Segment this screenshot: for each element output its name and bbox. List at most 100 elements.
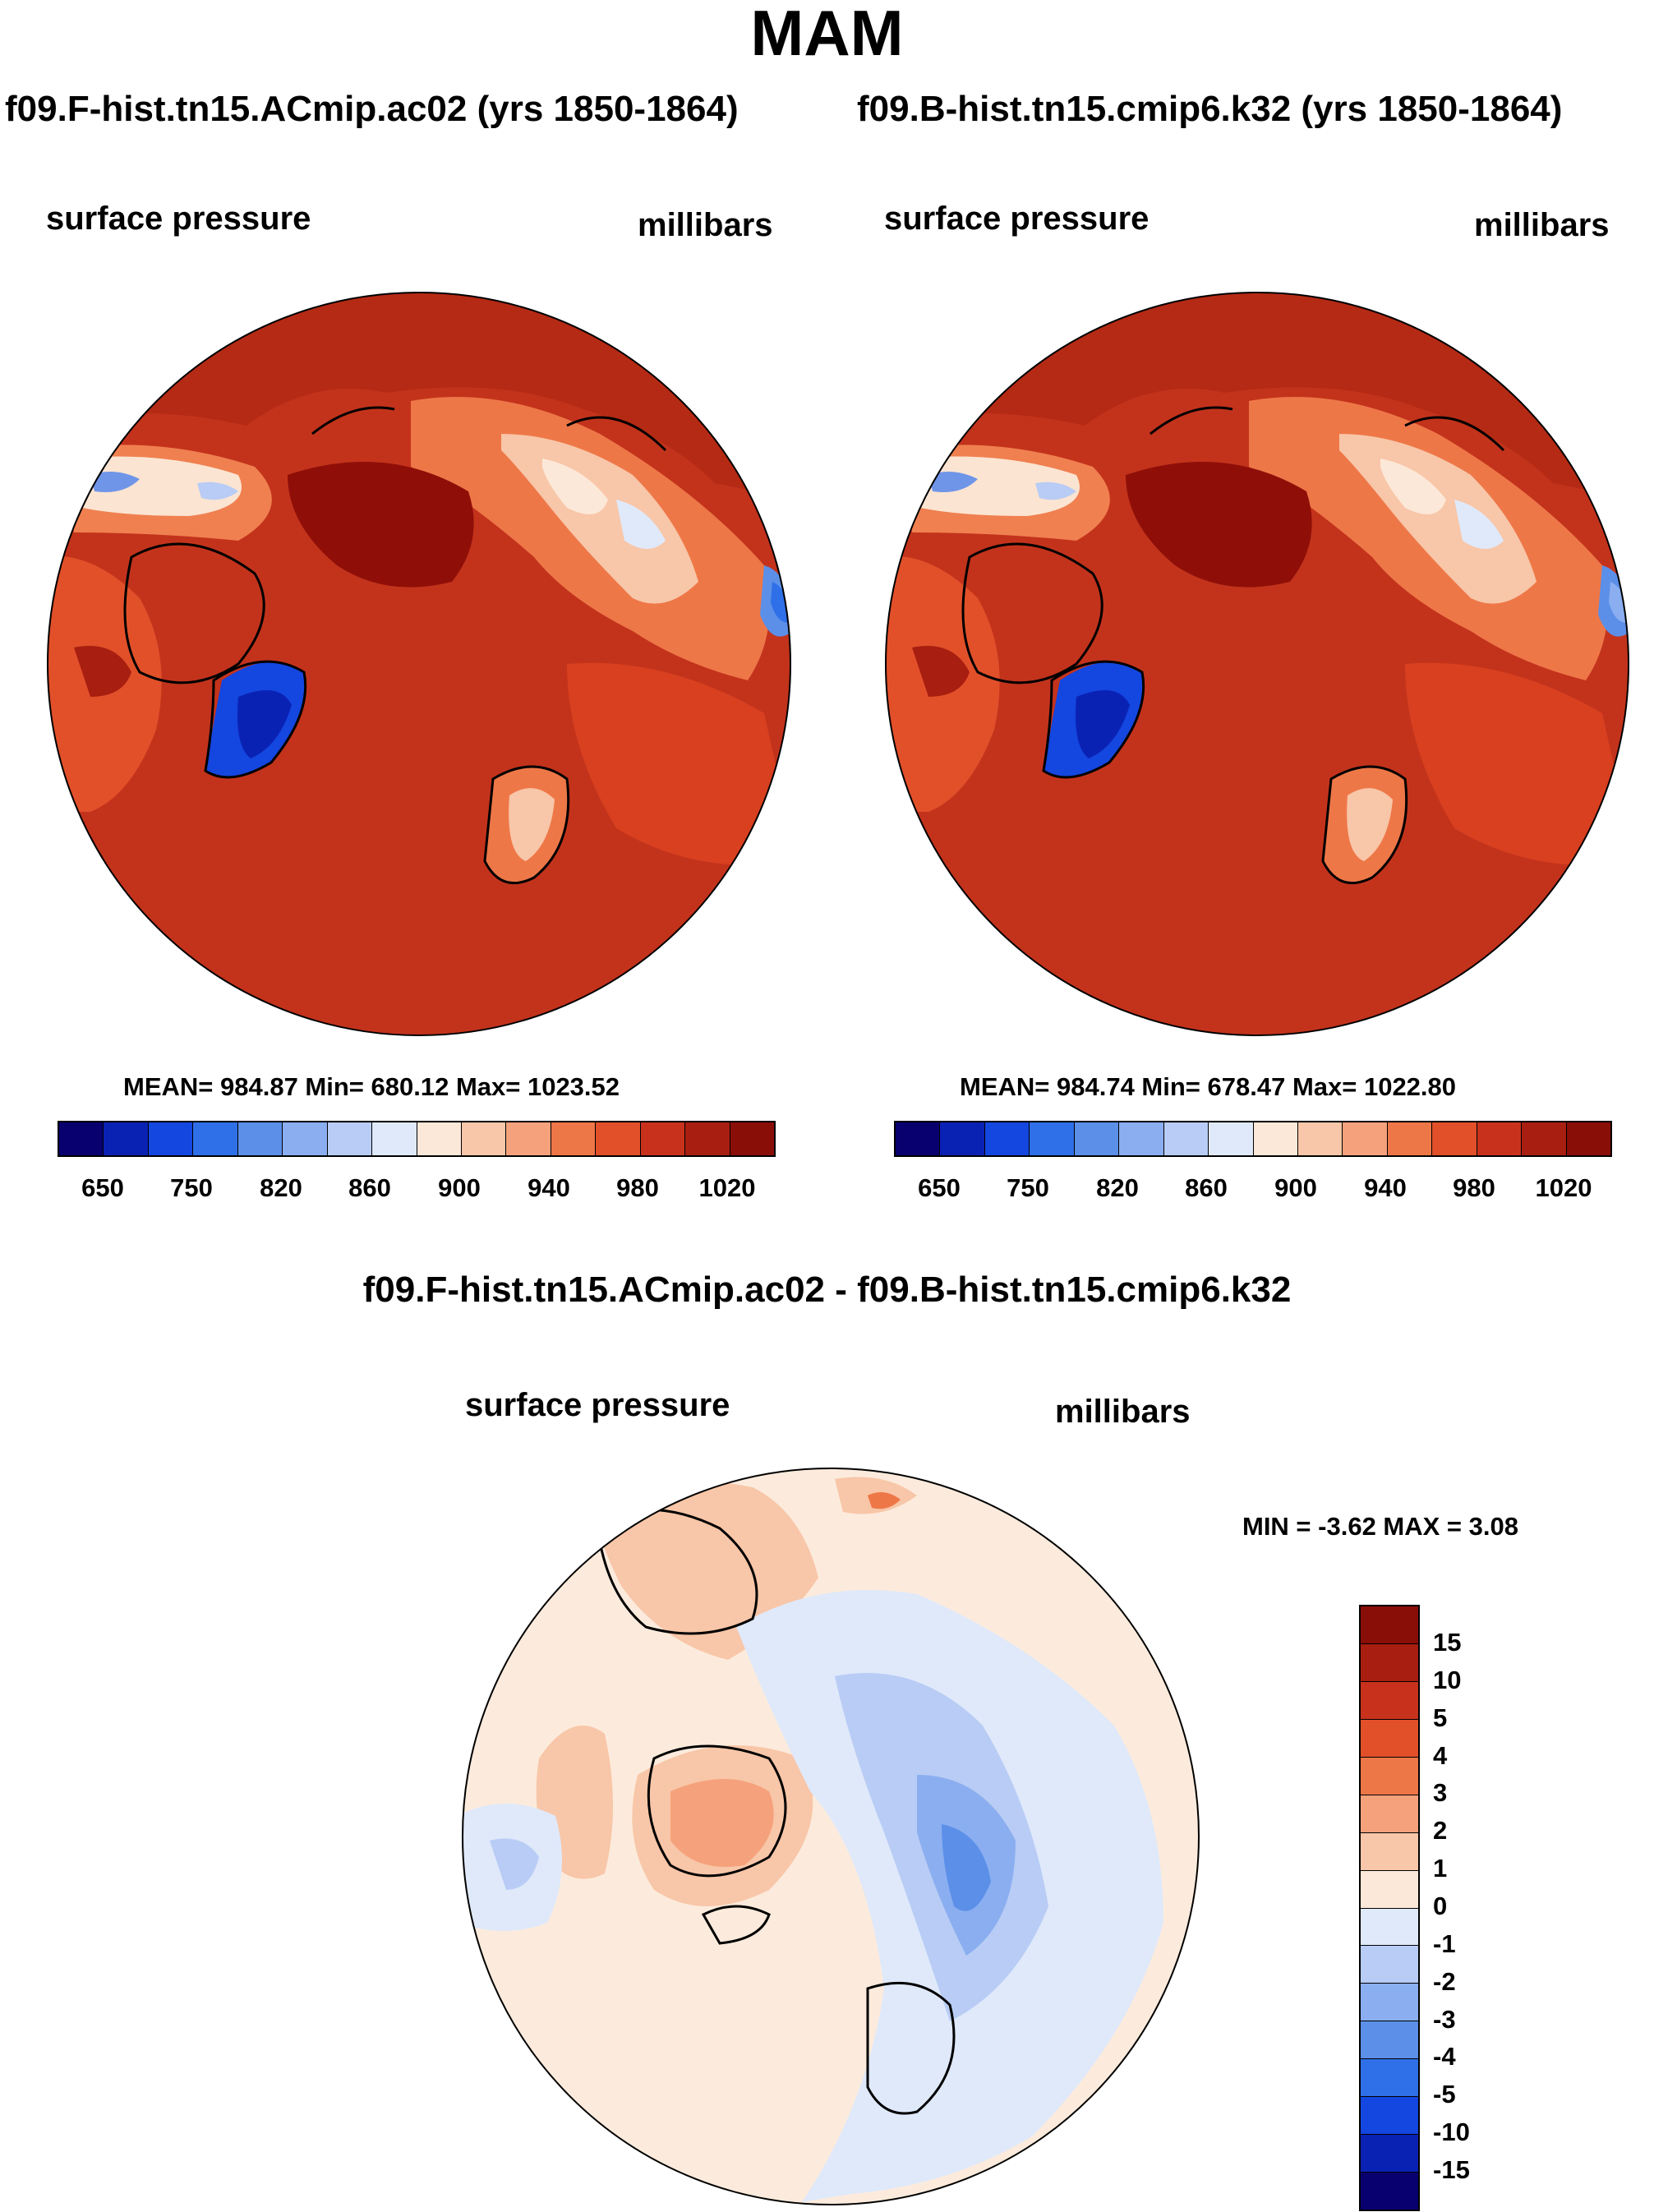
colorbar-tick-label: 10 [1433,1666,1462,1694]
colorbar-tick-label: -15 [1433,2155,1470,2184]
colorbar-tick-label: 1020 [1535,1173,1592,1202]
colorbar-swatch [1361,2172,1418,2210]
colorbar-tick-label: 1 [1433,1854,1448,1883]
colorbar-swatch [1431,1122,1477,1155]
colorbar-swatch [1361,1794,1418,1832]
colorbar-swatch [1361,1869,1418,1908]
colorbar-tick-label: -1 [1433,1929,1456,1958]
colorbar-swatch [1476,1122,1522,1155]
colorbar-tick-label: 750 [170,1173,213,1202]
diff-panel-title: f09.F-hist.tn15.ACmip.ac02 - f09.B-hist.… [362,1270,1292,1310]
colorbar-tick-label: 820 [260,1173,302,1202]
colorbar-tick-label: -3 [1433,2005,1456,2034]
colorbar-swatch [1565,1122,1610,1155]
colorbar-swatch [1361,1983,1418,2021]
colorbar-tick-label: 900 [438,1173,481,1202]
left-stats: MEAN= 984.87 Min= 680.12 Max= 1023.52 [123,1072,620,1101]
colorbar-swatch [147,1122,193,1155]
colorbar-tick-label: 0 [1433,1892,1448,1920]
colorbar-swatch [1073,1122,1119,1155]
colorbar-swatch [326,1122,372,1155]
right-variable-label: surface pressure [884,200,1150,237]
colorbar-swatch [939,1122,984,1155]
colorbar-tick-label: 650 [918,1173,961,1202]
colorbar-swatch [1361,1680,1418,1719]
colorbar-swatch [1163,1122,1209,1155]
diff-units-label: millibars [1055,1394,1191,1430]
colorbar-swatch [1342,1122,1387,1155]
colorbar-tick-label: 15 [1433,1628,1462,1657]
colorbar-tick-label: -5 [1433,2080,1456,2108]
colorbar-tick-label: 940 [528,1173,570,1202]
colorbar-swatch [550,1122,596,1155]
colorbar-swatch [684,1122,730,1155]
colorbar-tick-label: 2 [1433,1816,1448,1845]
colorbar-swatch [505,1122,551,1155]
colorbar-tick-label: 940 [1364,1173,1407,1202]
colorbar-swatch [1521,1122,1566,1155]
colorbar-tick-label: 5 [1433,1703,1448,1732]
colorbar-swatch [595,1122,640,1155]
colorbar-swatch [1361,1832,1418,1870]
diff-colorbar-labels: 15 10 5 4 3 2 1 0 -1 -2 -3 -4 -5 -10 -15 [1433,1605,1515,2208]
right-colorbar-labels: 650 750 820 860 900 940 980 1020 [894,1173,1609,1206]
colorbar-swatch [1361,2058,1418,2097]
colorbar-tick-label: -2 [1433,1967,1456,1996]
colorbar-tick-label: 980 [1453,1173,1495,1202]
colorbar-swatch [1386,1122,1432,1155]
colorbar-swatch [416,1122,461,1155]
colorbar-swatch [1361,1756,1418,1795]
colorbar-swatch [59,1122,104,1155]
diff-variable-label: surface pressure [465,1387,730,1423]
left-units-label: millibars [638,207,773,243]
colorbar-tick-label: -10 [1433,2118,1470,2146]
colorbar-swatch [1361,2096,1418,2135]
colorbar-swatch [237,1122,283,1155]
diff-stats: MIN = -3.62 MAX = 3.08 [1242,1512,1518,1541]
left-colorbar [58,1121,776,1157]
left-panel-title: f09.F-hist.tn15.ACmip.ac02 (yrs 1850-186… [5,89,739,129]
colorbar-swatch [1029,1122,1074,1155]
left-polar-map [47,292,791,1036]
colorbar-tick-label: 3 [1433,1778,1448,1807]
colorbar-swatch [639,1122,685,1155]
diff-polar-map [462,1468,1200,2205]
colorbar-swatch [1361,1907,1418,1946]
right-colorbar [894,1121,1612,1157]
colorbar-swatch [729,1122,774,1155]
colorbar-tick-label: -4 [1433,2042,1456,2071]
right-polar-map [885,292,1629,1036]
colorbar-swatch [1361,1606,1418,1643]
right-units-label: millibars [1474,207,1610,243]
left-variable-label: surface pressure [46,200,311,237]
diff-colorbar [1359,1605,1420,2211]
colorbar-swatch [984,1122,1030,1155]
colorbar-swatch [1361,1643,1418,1681]
colorbar-swatch [1118,1122,1163,1155]
colorbar-swatch [1361,2134,1418,2173]
colorbar-tick-label: 650 [81,1173,124,1202]
colorbar-tick-label: 4 [1433,1741,1448,1770]
colorbar-swatch [1208,1122,1253,1155]
colorbar-swatch [192,1122,237,1155]
colorbar-swatch [1361,1718,1418,1757]
colorbar-tick-label: 860 [1185,1173,1228,1202]
colorbar-tick-label: 750 [1007,1173,1049,1202]
colorbar-tick-label: 860 [348,1173,391,1202]
colorbar-swatch [282,1122,327,1155]
colorbar-swatch [1252,1122,1297,1155]
colorbar-tick-label: 900 [1274,1173,1317,1202]
colorbar-tick-label: 820 [1096,1173,1139,1202]
colorbar-swatch [103,1122,148,1155]
colorbar-swatch [1297,1122,1343,1155]
colorbar-swatch [1361,1945,1418,1984]
colorbar-swatch [460,1122,506,1155]
colorbar-tick-label: 1020 [698,1173,756,1202]
right-stats: MEAN= 984.74 Min= 678.47 Max= 1022.80 [960,1072,1457,1101]
colorbar-swatch [1361,2021,1418,2059]
right-panel-title: f09.B-hist.tn15.cmip6.k32 (yrs 1850-1864… [857,89,1563,129]
left-colorbar-labels: 650 750 820 860 900 940 980 1020 [58,1173,772,1206]
colorbar-swatch [371,1122,417,1155]
colorbar-tick-label: 980 [616,1173,659,1202]
colorbar-swatch [896,1122,940,1155]
